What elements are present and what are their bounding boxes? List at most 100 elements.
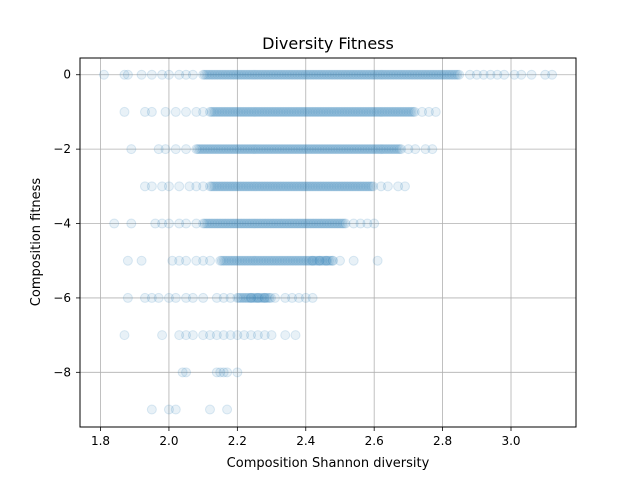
scatter-point — [319, 69, 330, 80]
scatter-point — [208, 181, 219, 192]
scatter-point — [338, 218, 349, 229]
scatter-point — [192, 144, 203, 155]
scatter-point — [298, 69, 309, 80]
scatter-point — [248, 292, 259, 303]
scatter-point — [281, 106, 292, 117]
scatter-point — [157, 69, 168, 80]
scatter-point — [244, 181, 255, 192]
scatter-point — [287, 144, 298, 155]
scatter-point — [251, 292, 262, 303]
scatter-point — [258, 144, 269, 155]
scatter-point — [201, 69, 212, 80]
scatter-point — [218, 330, 229, 341]
scatter-point — [354, 69, 365, 80]
scatter-point — [350, 69, 361, 80]
scatter-point — [305, 69, 316, 80]
scatter-point — [259, 292, 270, 303]
scatter-point — [391, 69, 402, 80]
scatter-point — [446, 69, 457, 80]
scatter-point — [251, 181, 262, 192]
scatter-point — [294, 181, 305, 192]
scatter-point — [252, 330, 263, 341]
scatter-point — [218, 218, 229, 229]
scatter-point — [217, 106, 228, 117]
scatter-point — [376, 144, 387, 155]
scatter-point — [231, 69, 242, 80]
scatter-point — [211, 330, 222, 341]
scatter-point — [265, 181, 276, 192]
scatter-point — [267, 106, 278, 117]
scatter-point — [383, 69, 394, 80]
scatter-point — [298, 144, 309, 155]
scatter-point — [256, 292, 267, 303]
scatter-point — [266, 218, 277, 229]
scatter-point — [214, 106, 225, 117]
scatter-point — [364, 69, 375, 80]
scatter-point — [153, 292, 164, 303]
grid-lines — [80, 58, 576, 427]
scatter-point — [187, 69, 198, 80]
scatter-point — [328, 181, 339, 192]
scatter-point — [278, 218, 289, 229]
scatter-point — [250, 255, 261, 266]
scatter-point — [309, 255, 320, 266]
scatter-point — [292, 106, 303, 117]
scatter-point — [242, 218, 253, 229]
scatter-point — [509, 69, 520, 80]
scatter-point — [233, 292, 244, 303]
scatter-point — [547, 69, 558, 80]
scatter-point — [363, 181, 374, 192]
scatter-point — [237, 255, 248, 266]
scatter-point — [370, 144, 381, 155]
scatter-point — [298, 218, 309, 229]
scatter-point — [340, 218, 351, 229]
scatter-point — [319, 255, 330, 266]
scatter-point — [238, 106, 249, 117]
scatter-point — [324, 69, 335, 80]
scatter-point — [285, 255, 296, 266]
scatter-point — [299, 106, 310, 117]
scatter-point — [321, 69, 332, 80]
scatter-point — [312, 144, 323, 155]
scatter-point — [230, 69, 241, 80]
scatter-point — [343, 69, 354, 80]
scatter-point — [268, 181, 279, 192]
scatter-point — [276, 255, 287, 266]
scatter-point — [340, 144, 351, 155]
scatter-point — [433, 69, 444, 80]
scatter-point — [209, 181, 220, 192]
scatter-point — [392, 144, 403, 155]
scatter-point — [355, 218, 366, 229]
scatter-point — [430, 69, 441, 80]
scatter-point — [287, 292, 298, 303]
scatter-point — [191, 255, 202, 266]
scatter-point — [464, 69, 475, 80]
scatter-point — [414, 69, 425, 80]
scatter-point — [246, 292, 257, 303]
scatter-point — [212, 106, 223, 117]
scatter-point — [286, 181, 297, 192]
scatter-point — [252, 144, 263, 155]
scatter-point — [339, 181, 350, 192]
scatter-point — [231, 144, 242, 155]
scatter-point — [324, 106, 335, 117]
scatter-point — [170, 292, 181, 303]
scatter-point — [332, 144, 343, 155]
scatter-point — [223, 144, 234, 155]
scatter-point — [270, 106, 281, 117]
x-tick-label: 2.2 — [228, 434, 247, 448]
scatter-point — [315, 106, 326, 117]
scatter-point — [441, 69, 452, 80]
scatter-point — [122, 255, 133, 266]
scatter-point — [356, 144, 367, 155]
scatter-point — [347, 181, 358, 192]
scatter-point — [307, 255, 318, 266]
scatter-point — [367, 69, 378, 80]
scatter-point — [204, 144, 215, 155]
scatter-point — [393, 106, 404, 117]
scatter-point — [370, 69, 381, 80]
scatter-point — [257, 69, 268, 80]
scatter-point — [327, 218, 338, 229]
y-tick-label: −6 — [53, 291, 71, 305]
scatter-point — [287, 255, 298, 266]
